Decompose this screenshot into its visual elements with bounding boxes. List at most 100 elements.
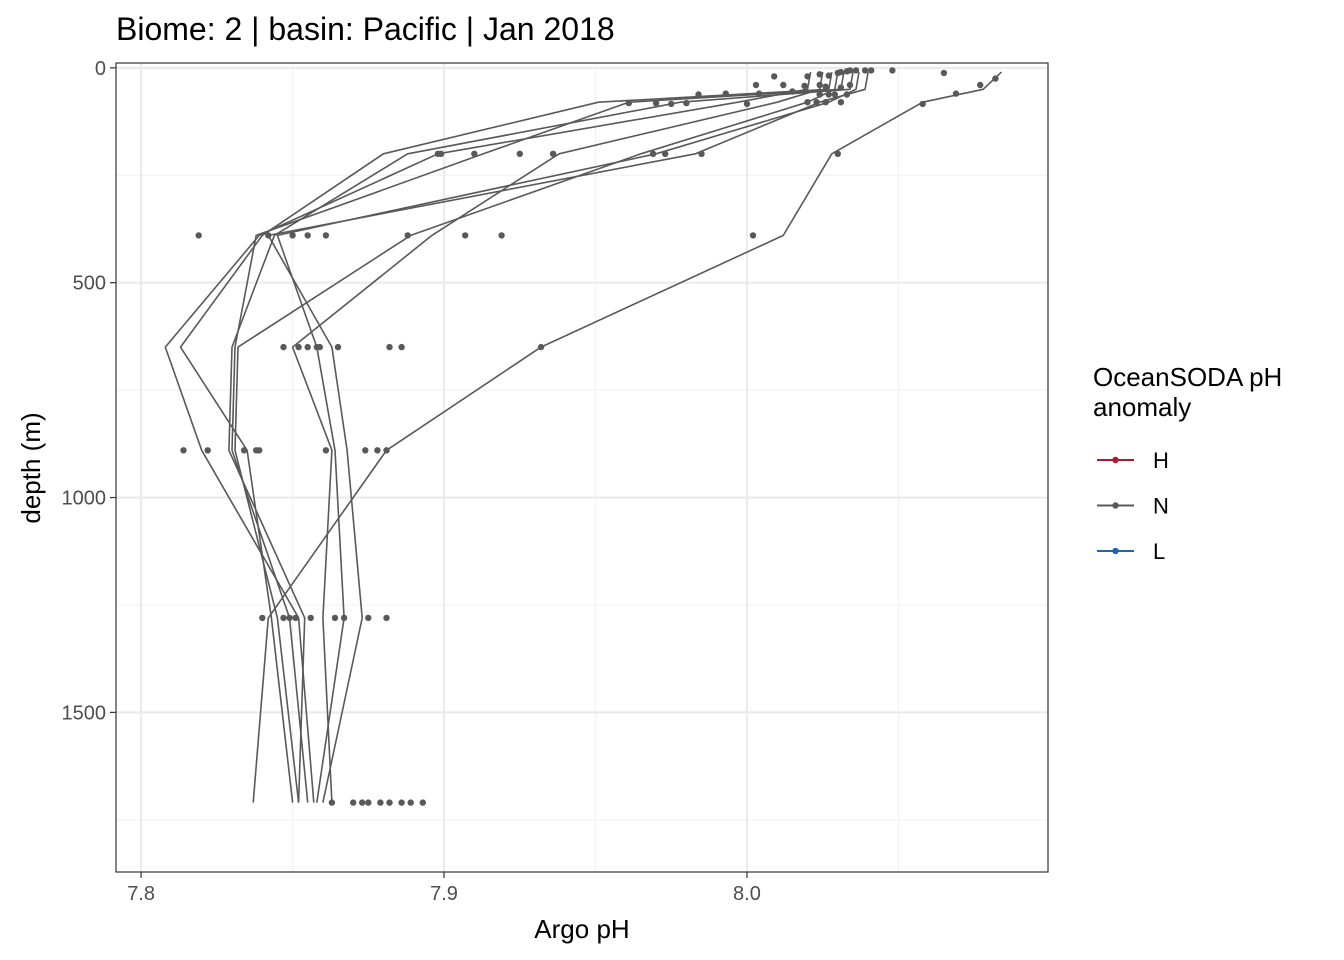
data-point xyxy=(919,100,926,108)
data-point xyxy=(889,67,896,74)
data-point xyxy=(280,343,287,351)
chart-title: Biome: 2 | basin: Pacific | Jan 2018 xyxy=(116,11,615,47)
data-point xyxy=(752,81,760,89)
data-point xyxy=(289,232,296,239)
plot-panel-border xyxy=(115,62,1049,873)
legend-label-L: L xyxy=(1153,539,1165,564)
data-point xyxy=(292,614,299,622)
legend-key-point-H xyxy=(1112,456,1119,464)
data-point xyxy=(816,81,823,89)
data-point xyxy=(359,799,366,806)
data-point xyxy=(398,799,405,806)
data-point xyxy=(822,99,829,106)
data-point xyxy=(180,447,187,454)
data-point xyxy=(789,88,796,95)
data-point xyxy=(822,83,829,90)
data-point xyxy=(861,67,869,74)
data-point xyxy=(837,84,845,91)
legend: OceanSODA pH anomaly HNL xyxy=(1093,362,1282,564)
y-tick-label: 0 xyxy=(95,58,106,80)
data-point xyxy=(549,150,557,157)
data-point xyxy=(801,82,808,90)
legend-title-line-1: OceanSODA pH xyxy=(1093,362,1282,392)
data-point xyxy=(852,67,860,74)
data-point xyxy=(846,81,854,89)
data-point xyxy=(652,99,660,107)
data-point xyxy=(437,150,445,157)
x-axis-title: Argo pH xyxy=(534,914,629,944)
data-point xyxy=(331,614,339,622)
y-tick-label: 500 xyxy=(73,273,106,295)
data-point xyxy=(471,150,478,157)
data-point xyxy=(407,799,414,806)
data-point xyxy=(952,90,960,97)
data-point xyxy=(419,799,426,806)
data-point xyxy=(362,447,369,454)
data-point xyxy=(328,799,336,806)
data-point xyxy=(992,75,999,82)
x-tick-label: 7.9 xyxy=(430,883,458,905)
data-point xyxy=(940,69,948,77)
data-point xyxy=(825,72,832,79)
data-point xyxy=(816,71,823,78)
data-point xyxy=(816,91,823,98)
data-point xyxy=(698,150,705,157)
legend-title-line-2: anomaly xyxy=(1093,392,1191,422)
data-point xyxy=(837,68,845,76)
y-axis: 0 500 1000 1500 xyxy=(62,58,116,724)
data-point xyxy=(365,799,372,806)
grid-minor xyxy=(116,63,1048,872)
profile-line-4 xyxy=(231,71,845,803)
data-point xyxy=(304,343,311,351)
x-axis: 7.8 7.9 8.0 xyxy=(127,872,761,905)
data-point xyxy=(537,343,545,351)
series-points xyxy=(180,67,999,806)
data-point xyxy=(804,73,811,80)
legend-label-N: N xyxy=(1153,494,1169,519)
data-point xyxy=(831,91,838,98)
data-point xyxy=(398,343,405,351)
data-point xyxy=(286,614,293,622)
x-tick-label: 7.8 xyxy=(127,883,155,905)
data-point xyxy=(295,343,302,351)
data-point xyxy=(498,232,505,239)
data-point xyxy=(383,614,390,622)
data-point xyxy=(834,150,841,157)
data-point xyxy=(316,343,323,351)
plot-panel xyxy=(116,63,1048,872)
data-point xyxy=(350,799,357,806)
data-point xyxy=(804,99,811,106)
data-point xyxy=(386,799,393,806)
profile-line-9 xyxy=(252,71,1002,803)
data-point xyxy=(204,447,211,454)
data-point xyxy=(386,343,393,351)
data-point xyxy=(843,91,851,98)
data-point xyxy=(377,799,384,806)
data-point xyxy=(683,99,690,107)
data-point xyxy=(755,90,763,97)
data-point xyxy=(649,150,657,157)
profile-line-8 xyxy=(291,71,824,803)
data-point xyxy=(837,99,845,106)
data-point xyxy=(722,90,729,97)
data-point xyxy=(240,447,248,454)
y-tick-label: 1000 xyxy=(62,488,107,510)
legend-key-point-N xyxy=(1112,502,1119,509)
y-tick-label: 1500 xyxy=(62,702,107,724)
data-point xyxy=(743,100,751,108)
data-point xyxy=(846,67,854,74)
data-point xyxy=(868,67,875,74)
legend-label-H: H xyxy=(1153,448,1169,473)
data-point xyxy=(771,73,778,80)
data-point xyxy=(695,91,702,98)
data-point xyxy=(516,150,523,157)
data-point xyxy=(340,614,348,622)
data-point xyxy=(668,100,675,108)
data-point xyxy=(304,232,311,239)
data-point xyxy=(307,614,314,622)
data-point xyxy=(195,232,202,239)
data-point xyxy=(749,232,757,239)
data-point xyxy=(662,150,669,157)
data-point xyxy=(383,447,390,454)
